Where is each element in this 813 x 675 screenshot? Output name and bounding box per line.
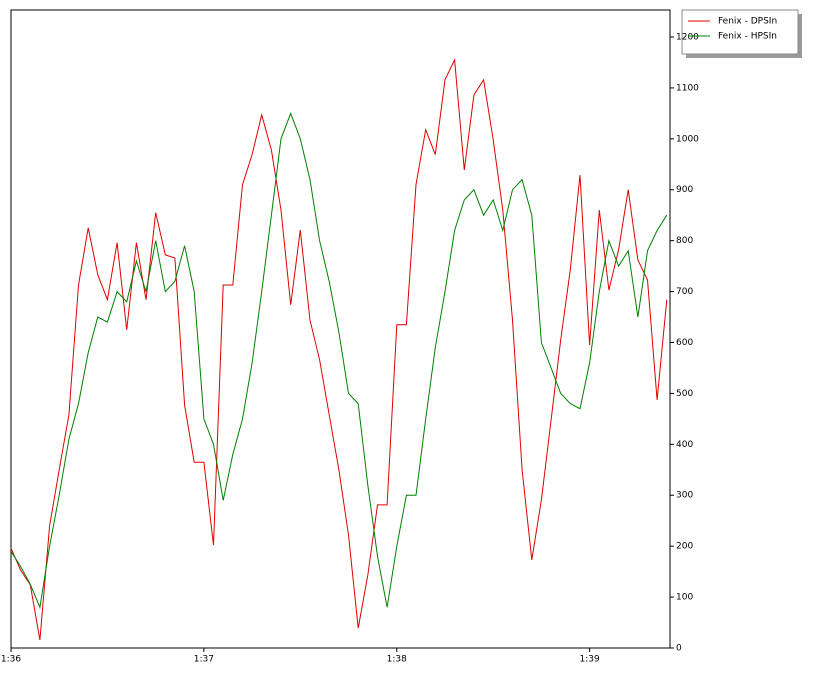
x-tick-label: 1:36 — [1, 655, 21, 665]
series-line — [10, 58, 668, 640]
y-tick-label: 1100 — [676, 83, 699, 93]
y-tick-label: 800 — [676, 236, 693, 246]
x-tick-label: 1:37 — [194, 655, 214, 665]
x-tick-label: 1:38 — [387, 655, 407, 665]
y-tick-label: 100 — [676, 593, 693, 603]
legend-label: Fenix - DPSIn — [718, 17, 777, 27]
y-tick-label: 400 — [676, 440, 693, 450]
y-tick-label: 600 — [676, 338, 693, 348]
plot-frame — [10, 9, 671, 649]
y-tick-label: 900 — [676, 185, 693, 195]
series-line — [10, 111, 668, 610]
y-tick-label: 500 — [676, 389, 693, 399]
legend-label: Fenix - HPSIn — [718, 32, 777, 42]
y-tick-label: 1000 — [676, 134, 699, 144]
y-tick-label: 200 — [676, 542, 693, 552]
y-tick-label: 300 — [676, 491, 693, 501]
y-tick-label: 1200 — [676, 32, 699, 42]
y-tick-label: 700 — [676, 287, 693, 297]
x-tick-label: 1:39 — [580, 655, 600, 665]
y-tick-label: 0 — [676, 644, 682, 654]
legend-box — [681, 9, 799, 55]
